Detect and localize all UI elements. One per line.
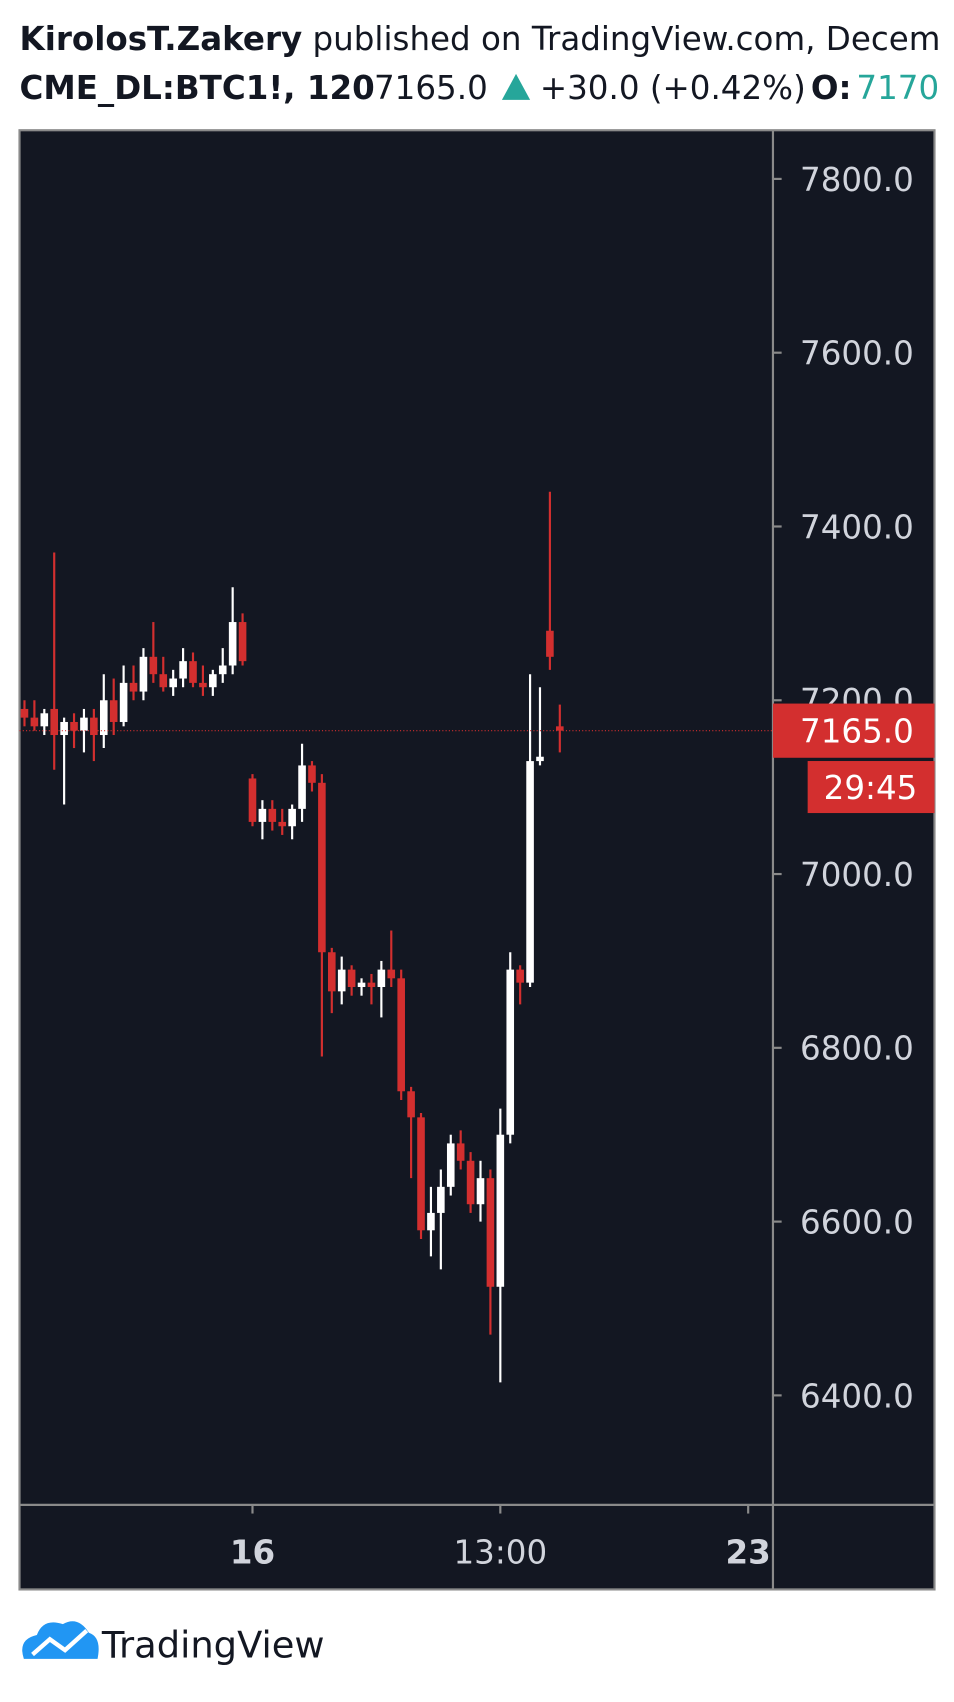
candle-body: [218, 665, 227, 675]
symbol-line: CME_DL:BTC1!, 120: [20, 69, 375, 107]
candle-body: [248, 778, 257, 822]
candle-body: [357, 982, 366, 988]
candle-body: [149, 656, 158, 675]
candle-body: [546, 630, 554, 657]
x-tick-label: 16: [230, 1533, 275, 1571]
candle-body: [328, 952, 336, 992]
candle-body: [407, 1091, 415, 1118]
candle-body: [60, 721, 68, 736]
candle-body: [80, 717, 88, 731]
candle-body: [199, 682, 207, 688]
candle-body: [308, 765, 316, 783]
candle-body: [526, 761, 534, 983]
x-tick-label: 23: [726, 1533, 771, 1571]
plot: 6400.06600.06800.07000.07200.07400.07600…: [19, 161, 935, 1571]
candle-body: [278, 821, 287, 827]
candle-body: [50, 708, 59, 736]
candle-body: [387, 969, 396, 979]
candle-body: [347, 969, 356, 988]
author: KirolosT.Zakery: [20, 20, 303, 58]
candle-body: [109, 700, 118, 722]
candle-body: [30, 717, 39, 727]
header-line: KirolosT.Zakery published on TradingView…: [20, 20, 941, 58]
candle-body: [238, 622, 247, 662]
candle-body: [90, 717, 98, 736]
candle-body: [119, 682, 128, 722]
candle-body: [556, 726, 564, 731]
y-tick-label: 7800.0: [800, 161, 914, 199]
candle-body: [516, 969, 524, 983]
candle-body: [318, 782, 326, 953]
candle-body: [228, 622, 237, 666]
y-tick-label: 6400.0: [800, 1377, 914, 1415]
candle-body: [367, 982, 376, 988]
countdown-box: [807, 761, 935, 814]
open-label: O:: [811, 69, 852, 107]
candle-body: [129, 682, 138, 692]
candle-body: [20, 708, 29, 718]
candle-body: [40, 713, 49, 727]
last-price-header: 7165.0: [374, 69, 488, 107]
x-tick-label: 13:00: [453, 1533, 547, 1571]
candle-body: [417, 1117, 425, 1231]
last-price-label: 7165.0: [800, 713, 914, 751]
candle-body: [506, 969, 515, 1135]
candle-body: [427, 1212, 435, 1231]
logo: [22, 1621, 99, 1659]
change: +30.0 (+0.42%): [540, 69, 806, 107]
published: published on TradingView.com, Decem: [313, 20, 941, 58]
countdown: 29:45: [824, 769, 918, 807]
chart-frame: [18, 129, 936, 1591]
candle-body: [377, 969, 386, 988]
candle-body: [70, 721, 78, 731]
brand: TradingView: [101, 1624, 325, 1667]
y-tick-label: 7000.0: [800, 856, 914, 894]
candle-body: [446, 1143, 455, 1187]
last-price-box: [772, 703, 935, 758]
candle-body: [298, 765, 306, 809]
candle-body: [179, 661, 187, 679]
candle-body: [159, 674, 168, 688]
candle-body: [337, 969, 346, 992]
candle-body: [437, 1186, 445, 1213]
candle-body: [209, 674, 217, 688]
candle-body: [486, 1178, 495, 1287]
candle-body: [496, 1134, 505, 1287]
y-tick-label: 6600.0: [800, 1204, 914, 1242]
candle-body: [139, 656, 148, 692]
candle-body: [397, 978, 405, 1092]
y-tick-label: 7600.0: [800, 335, 914, 373]
y-tick-label: 7400.0: [800, 508, 914, 546]
candle-body: [99, 700, 108, 736]
candle-body: [456, 1143, 465, 1161]
up-arrow: [501, 73, 531, 100]
open-value: 7170: [856, 69, 939, 107]
candle-body: [189, 661, 197, 683]
candle-body: [476, 1178, 485, 1205]
candle-body: [466, 1160, 475, 1205]
candle-body: [169, 678, 177, 688]
candle-body: [288, 808, 296, 827]
candle-body: [536, 756, 544, 762]
candle-body: [258, 808, 267, 822]
y-tick-label: 6800.0: [800, 1030, 914, 1068]
symbol: CME_DL:BTC1!, 120: [20, 69, 375, 107]
candle-body: [268, 808, 277, 822]
